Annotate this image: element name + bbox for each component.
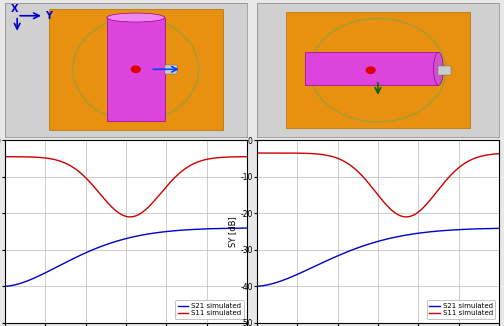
Bar xyxy=(107,18,165,121)
S11 simulated xyxy=(184,165,191,169)
Legend: S21 simulated, S11 simulated: S21 simulated, S11 simulated xyxy=(175,300,244,319)
S21 simulated xyxy=(45,270,51,274)
S21 simulated xyxy=(436,229,442,233)
Line: S11 simulated: S11 simulated xyxy=(5,157,247,217)
S21 simulated xyxy=(65,260,71,264)
Circle shape xyxy=(132,66,140,72)
S11 simulated xyxy=(254,151,260,155)
S21 simulated xyxy=(164,230,170,233)
Text: X: X xyxy=(11,4,19,14)
S11 simulated xyxy=(127,215,133,219)
S21 simulated xyxy=(496,226,502,230)
Ellipse shape xyxy=(107,13,165,22)
Legend: S21 simulated, S11 simulated: S21 simulated, S11 simulated xyxy=(426,300,495,319)
S21 simulated xyxy=(244,226,250,230)
S11 simulated xyxy=(416,210,422,214)
Circle shape xyxy=(366,67,375,73)
S11 simulated xyxy=(403,215,409,219)
S11 simulated xyxy=(397,214,403,217)
S21 simulated xyxy=(397,234,403,238)
S11 simulated xyxy=(65,162,71,166)
Y-axis label: SY [dB]: SY [dB] xyxy=(228,216,237,247)
Bar xyxy=(48,8,223,130)
Bar xyxy=(286,12,470,128)
S21 simulated xyxy=(2,284,8,288)
S11 simulated xyxy=(145,205,151,209)
S11 simulated xyxy=(496,152,502,156)
S21 simulated xyxy=(415,231,421,235)
Bar xyxy=(438,66,451,75)
S21 simulated xyxy=(316,262,322,266)
S11 simulated xyxy=(363,179,369,183)
Text: Y: Y xyxy=(45,11,52,21)
S11 simulated xyxy=(436,186,443,190)
S11 simulated xyxy=(164,184,170,188)
Line: S11 simulated: S11 simulated xyxy=(257,153,499,217)
S21 simulated xyxy=(184,228,191,232)
Ellipse shape xyxy=(433,52,444,85)
S11 simulated xyxy=(2,155,8,159)
Bar xyxy=(165,65,177,74)
Line: S21 simulated: S21 simulated xyxy=(5,228,247,286)
S11 simulated xyxy=(316,152,322,156)
S21 simulated xyxy=(145,232,151,236)
S21 simulated xyxy=(111,240,117,244)
S11 simulated xyxy=(111,208,117,212)
S11 simulated xyxy=(244,155,250,159)
S21 simulated xyxy=(363,243,369,247)
Line: S21 simulated: S21 simulated xyxy=(257,228,499,286)
S11 simulated xyxy=(45,156,51,160)
S21 simulated xyxy=(297,271,303,275)
S21 simulated xyxy=(254,284,260,288)
S11 simulated xyxy=(297,151,303,155)
Bar xyxy=(305,52,438,85)
